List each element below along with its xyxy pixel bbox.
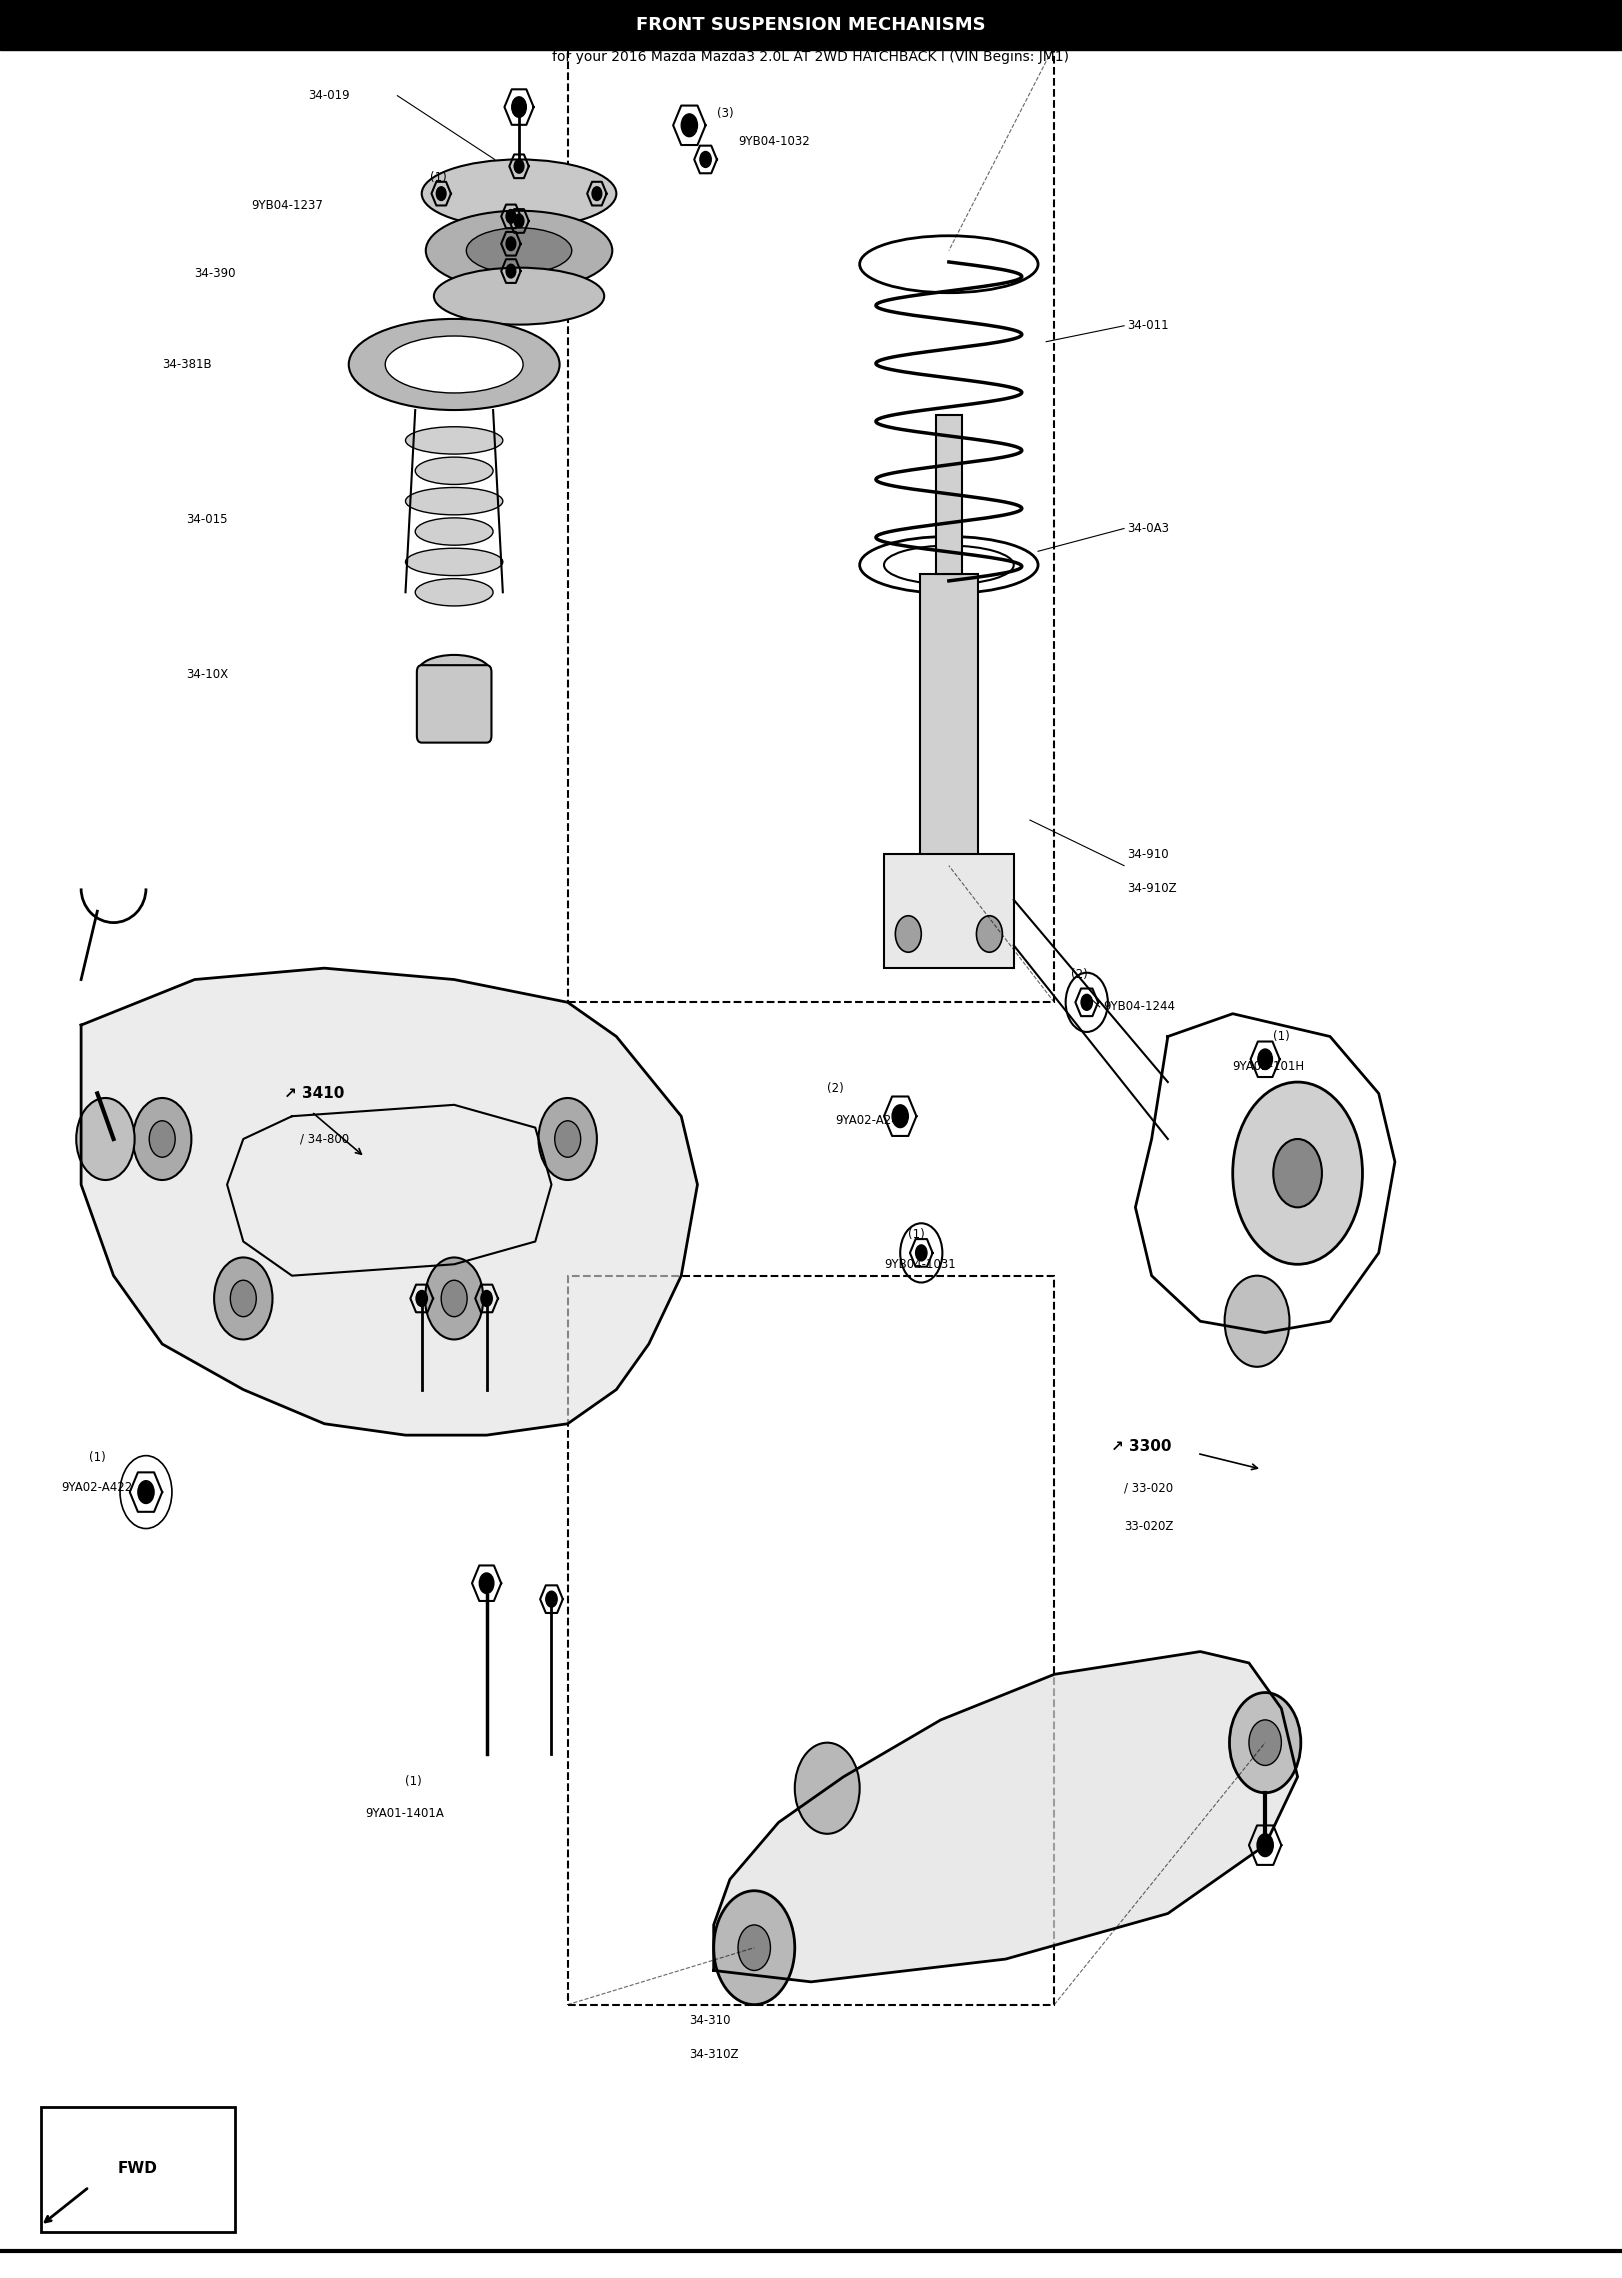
Ellipse shape [349, 319, 560, 410]
Circle shape [514, 159, 524, 173]
Circle shape [738, 1925, 770, 1970]
FancyBboxPatch shape [417, 665, 491, 743]
Circle shape [714, 1891, 795, 2005]
Circle shape [513, 96, 526, 116]
Text: 9YB04-1032: 9YB04-1032 [738, 134, 809, 148]
FancyBboxPatch shape [41, 2107, 235, 2232]
Ellipse shape [406, 487, 503, 515]
Text: 34-019: 34-019 [308, 89, 350, 103]
Bar [568, 1276, 1054, 2005]
Text: 34-011: 34-011 [1127, 319, 1169, 333]
Circle shape [441, 1280, 467, 1317]
Circle shape [506, 264, 516, 278]
Ellipse shape [406, 426, 503, 453]
Ellipse shape [415, 579, 493, 606]
Text: FRONT SUSPENSION MECHANISMS: FRONT SUSPENSION MECHANISMS [636, 16, 986, 34]
Circle shape [681, 114, 697, 137]
Circle shape [415, 1289, 428, 1308]
Circle shape [592, 187, 602, 200]
Circle shape [1273, 1139, 1322, 1207]
Text: 34-0A3: 34-0A3 [1127, 522, 1169, 535]
Circle shape [149, 1121, 175, 1157]
Circle shape [795, 1743, 860, 1834]
Text: (1): (1) [406, 1775, 422, 1788]
Text: 34-015: 34-015 [187, 513, 229, 526]
Text: 33-020Z: 33-020Z [1124, 1519, 1173, 1533]
Circle shape [539, 1098, 597, 1180]
Circle shape [545, 1590, 558, 1608]
Circle shape [214, 1257, 272, 1339]
Text: 9YB04-1031: 9YB04-1031 [884, 1257, 955, 1271]
Circle shape [701, 150, 712, 169]
Circle shape [1229, 1693, 1301, 1793]
Circle shape [480, 1572, 493, 1595]
FancyBboxPatch shape [884, 854, 1014, 968]
Text: 9YA01-1401A: 9YA01-1401A [365, 1806, 444, 1820]
Text: (1): (1) [430, 171, 446, 185]
Ellipse shape [415, 458, 493, 485]
Bar [568, 46, 1054, 1002]
Circle shape [506, 210, 516, 223]
Circle shape [506, 237, 516, 251]
Text: (1): (1) [1273, 1030, 1289, 1043]
Circle shape [892, 1105, 908, 1128]
Text: 34-310: 34-310 [689, 2014, 732, 2027]
FancyBboxPatch shape [936, 415, 962, 574]
Text: / 33-020: / 33-020 [1124, 1481, 1173, 1494]
Ellipse shape [422, 159, 616, 228]
Circle shape [915, 1244, 928, 1260]
Text: FWD: FWD [118, 2162, 157, 2175]
Circle shape [138, 1481, 154, 1503]
Text: (2): (2) [827, 1082, 843, 1096]
Ellipse shape [435, 269, 603, 323]
Circle shape [976, 916, 1002, 952]
Text: (1): (1) [89, 1451, 105, 1465]
Ellipse shape [418, 656, 491, 690]
Circle shape [1259, 1048, 1273, 1071]
Text: (1): (1) [908, 1228, 925, 1242]
Ellipse shape [425, 212, 611, 289]
Text: 34-310Z: 34-310Z [689, 2048, 740, 2062]
Circle shape [895, 916, 921, 952]
Text: (2): (2) [1071, 968, 1087, 982]
Text: (3): (3) [717, 107, 733, 121]
Ellipse shape [406, 549, 503, 576]
Ellipse shape [466, 228, 571, 273]
Polygon shape [81, 968, 697, 1435]
Circle shape [1233, 1082, 1362, 1264]
Circle shape [1225, 1276, 1289, 1367]
Text: 34-910: 34-910 [1127, 847, 1169, 861]
Ellipse shape [386, 337, 522, 392]
Circle shape [133, 1098, 191, 1180]
Text: 34-10X: 34-10X [187, 667, 229, 681]
Text: / 34-800: / 34-800 [300, 1132, 349, 1146]
Circle shape [436, 187, 446, 200]
Text: for your 2016 Mazda Mazda3 2.0L AT 2WD HATCHBACK I (VIN Begins: JM1): for your 2016 Mazda Mazda3 2.0L AT 2WD H… [553, 50, 1069, 64]
Text: 34-910Z: 34-910Z [1127, 882, 1178, 895]
Text: 9YA02-A245: 9YA02-A245 [835, 1114, 907, 1128]
Circle shape [425, 1257, 483, 1339]
Text: ↗ 3300: ↗ 3300 [1111, 1440, 1171, 1453]
Circle shape [1257, 1834, 1273, 1857]
Text: 9YB04-1244: 9YB04-1244 [1103, 1000, 1174, 1014]
Circle shape [1249, 1720, 1281, 1765]
Circle shape [555, 1121, 581, 1157]
Circle shape [230, 1280, 256, 1317]
Circle shape [76, 1098, 135, 1180]
Circle shape [1082, 993, 1093, 1011]
FancyBboxPatch shape [0, 0, 1622, 50]
Text: ↗ 3410: ↗ 3410 [284, 1087, 344, 1100]
Circle shape [480, 1289, 493, 1308]
Text: 9YA02-101H: 9YA02-101H [1233, 1059, 1304, 1073]
Text: 34-390: 34-390 [195, 267, 237, 280]
FancyBboxPatch shape [920, 574, 978, 866]
Text: 34-381B: 34-381B [162, 358, 212, 371]
Circle shape [514, 214, 524, 228]
Ellipse shape [415, 517, 493, 544]
Text: 9YA02-A422: 9YA02-A422 [62, 1481, 133, 1494]
Polygon shape [714, 1652, 1298, 1982]
Text: 9YB04-1237: 9YB04-1237 [251, 198, 323, 212]
